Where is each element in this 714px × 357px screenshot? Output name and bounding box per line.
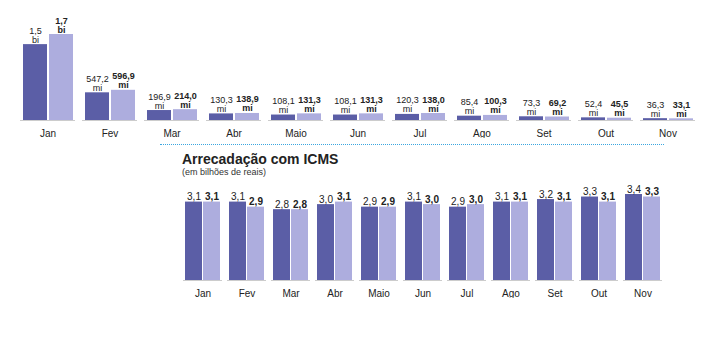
svg-text:2,9: 2,9 [363,196,377,207]
svg-text:Set: Set [547,288,562,298]
svg-text:138,0mi: 138,0mi [422,95,445,114]
svg-text:1,7bi: 1,7bi [55,16,68,35]
svg-text:3,0: 3,0 [469,194,483,205]
svg-text:596,9mi: 596,9mi [112,71,135,90]
svg-text:138,9mi: 138,9mi [236,94,259,113]
svg-text:Maio: Maio [368,288,390,298]
svg-text:100,3mi: 100,3mi [484,96,507,115]
svg-text:Jun: Jun [350,128,366,138]
svg-text:3,1: 3,1 [601,191,615,202]
svg-text:108,1mi: 108,1mi [334,96,357,115]
svg-text:36,3mi: 36,3mi [647,100,665,119]
svg-text:3,2: 3,2 [539,189,553,200]
svg-text:3,1: 3,1 [187,191,201,202]
svg-text:Jul: Jul [414,128,427,138]
svg-text:85,4mi: 85,4mi [461,97,479,116]
svg-text:33,1mi: 33,1mi [673,100,691,119]
svg-text:3,0: 3,0 [319,194,333,205]
svg-text:131,3mi: 131,3mi [298,95,321,114]
svg-text:Mar: Mar [163,128,181,138]
svg-text:547,2mi: 547,2mi [86,74,109,93]
svg-text:3,1: 3,1 [205,191,219,202]
svg-text:Ago: Ago [502,288,520,298]
svg-text:3,0: 3,0 [425,194,439,205]
svg-text:Jul: Jul [461,288,474,298]
svg-text:Jan: Jan [40,128,56,138]
svg-text:Jun: Jun [415,288,431,298]
svg-text:Maio: Maio [285,128,307,138]
svg-text:Ago: Ago [473,128,491,138]
svg-text:3,3: 3,3 [645,186,659,197]
svg-text:2,9: 2,9 [451,196,465,207]
svg-text:3,1: 3,1 [337,191,351,202]
svg-text:3,1: 3,1 [557,191,571,202]
svg-text:3,1: 3,1 [407,191,421,202]
svg-text:Out: Out [598,128,614,138]
svg-text:196,9mi: 196,9mi [148,92,171,111]
svg-text:3,3: 3,3 [583,186,597,197]
svg-text:3,1: 3,1 [513,191,527,202]
svg-text:108,1mi: 108,1mi [272,96,295,115]
svg-text:Out: Out [591,288,607,298]
svg-text:3,1: 3,1 [231,191,245,202]
svg-text:Jan: Jan [195,288,211,298]
svg-text:45,5mi: 45,5mi [611,99,629,118]
svg-text:3,1: 3,1 [495,191,509,202]
svg-text:Mar: Mar [282,288,300,298]
html-text:Arrecadação com ICMS: Arrecadação com ICMS [182,151,339,167]
html-text:(em bilhões de reais): (em bilhões de reais) [182,167,266,177]
svg-text:2,9: 2,9 [381,196,395,207]
svg-text:Abr: Abr [327,288,343,298]
svg-text:214,0mi: 214,0mi [174,91,197,110]
svg-text:2,8: 2,8 [293,199,307,210]
svg-text:131,3mi: 131,3mi [360,95,383,114]
svg-text:Fev: Fev [239,288,256,298]
svg-text:69,2mi: 69,2mi [549,98,567,117]
svg-text:Nov: Nov [634,288,652,298]
svg-text:Set: Set [536,128,551,138]
svg-text:1,5bi: 1,5bi [29,26,42,45]
svg-text:2,9: 2,9 [249,196,263,207]
svg-text:Nov: Nov [659,128,677,138]
svg-text:2,8: 2,8 [275,199,289,210]
svg-text:Fev: Fev [102,128,119,138]
svg-text:120,3mi: 120,3mi [396,95,419,114]
svg-text:3,4: 3,4 [627,184,641,195]
svg-text:Abr: Abr [226,128,242,138]
svg-text:130,3mi: 130,3mi [210,95,233,114]
svg-text:73,3mi: 73,3mi [523,98,541,117]
svg-text:52,4mi: 52,4mi [585,99,603,118]
